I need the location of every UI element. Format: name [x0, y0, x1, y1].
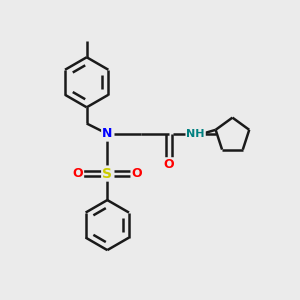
Text: O: O — [164, 158, 175, 171]
Text: N: N — [102, 127, 112, 140]
Text: NH: NH — [186, 129, 205, 139]
Text: O: O — [73, 167, 83, 180]
Text: O: O — [131, 167, 142, 180]
Text: S: S — [102, 167, 112, 181]
